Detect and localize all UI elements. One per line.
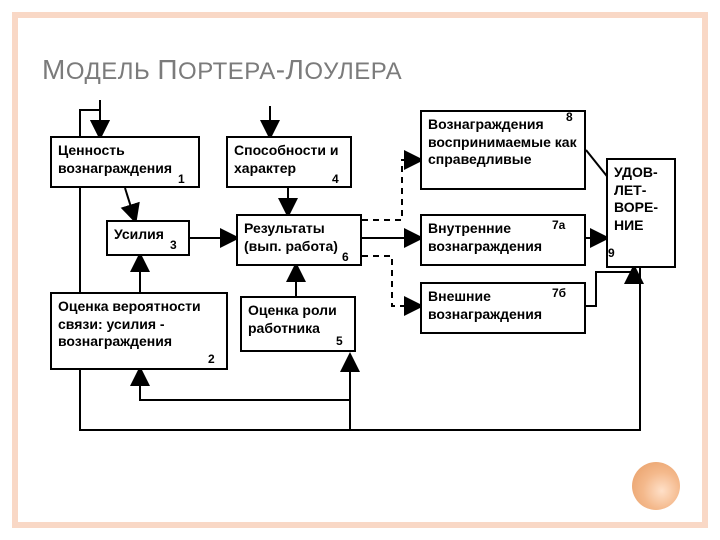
arrow-n1-n3 (125, 188, 135, 220)
node-tag-n5: 5 (336, 334, 343, 348)
arrow-n7b-n9 (586, 268, 634, 306)
title-seg: ОДЕЛЬ (66, 58, 158, 85)
node-tag-n7a: 7а (552, 218, 565, 232)
arrow-fb-n2 (140, 370, 350, 430)
title-seg: ОРТЕРА (178, 58, 276, 85)
title-letter: П (157, 54, 178, 85)
slide-title: МОДЕЛЬ ПОРТЕРА-ЛОУЛЕРА (42, 54, 402, 86)
node-tag-n2: 2 (208, 352, 215, 366)
diagram-canvas: Ценность вознаграждения1Усилия3Оценка ве… (40, 100, 680, 470)
decorative-orb (632, 462, 680, 510)
node-n9: УДОВ-ЛЕТ-ВОРЕ-НИЕ (606, 158, 676, 268)
node-tag-n9: 9 (608, 246, 615, 260)
node-n2: Оценка вероятности связи: усилия - возна… (50, 292, 228, 370)
arrow-n6-n7b (362, 256, 420, 306)
title-letter: -Л (276, 54, 305, 85)
node-tag-n3: 3 (170, 238, 177, 252)
node-tag-n7b: 7б (552, 286, 566, 300)
node-tag-n8: 8 (566, 110, 573, 124)
node-tag-n1: 1 (178, 172, 185, 186)
arrow-n6-n8 (362, 160, 420, 220)
node-tag-n6: 6 (342, 250, 349, 264)
node-tag-n4: 4 (332, 172, 339, 186)
node-n8: Вознаграждения воспринимаемые как справе… (420, 110, 586, 190)
title-letter: М (42, 54, 66, 85)
title-seg: ОУЛЕРА (304, 58, 402, 85)
node-n3: Усилия (106, 220, 190, 256)
